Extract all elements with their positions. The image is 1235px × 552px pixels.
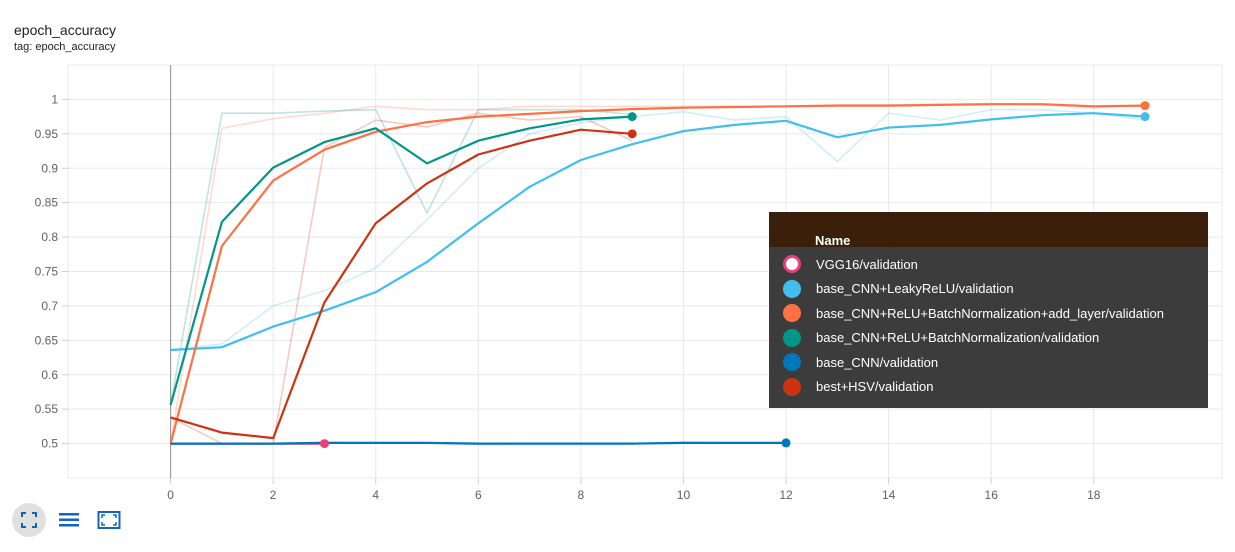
tooltip-row: VGG16/validation (783, 252, 918, 276)
series-end-point (781, 438, 791, 448)
x-tick-label: 6 (475, 488, 482, 500)
series-color-swatch (783, 304, 801, 322)
series-color-swatch (783, 328, 801, 347)
x-tick-label: 18 (1087, 488, 1101, 500)
toggle-log-button[interactable] (52, 503, 86, 537)
tooltip-series-name: base_CNN/validation (816, 354, 939, 370)
series-line (169, 115, 633, 406)
series-end-point (1140, 101, 1150, 111)
series-raw-line (169, 108, 633, 406)
tooltip-series-name: base_CNN+LeakyReLU/validation (816, 281, 1014, 296)
tooltip-row: base_CNN+LeakyReLU/validation (783, 277, 1014, 301)
series-color-swatch (783, 255, 801, 273)
chart-tag: tag: epoch_accuracy (14, 41, 116, 53)
toggle-log-icon (59, 513, 79, 527)
tooltip-row: base_CNN/validation (783, 350, 938, 374)
series-line (170, 112, 1146, 352)
x-tick-label: 8 (578, 488, 585, 500)
y-tick-label: 0.85 (35, 196, 59, 210)
series-end-point (627, 112, 637, 122)
x-tick-label: 10 (677, 488, 691, 500)
x-tick-label: 14 (882, 488, 896, 500)
series-color-swatch (783, 279, 801, 298)
y-tick-label: 0.75 (35, 265, 59, 279)
tooltip-series-name: base_CNN+ReLU+BatchNormalization/validat… (816, 330, 1100, 345)
x-tick-label: 2 (270, 488, 277, 500)
fit-domain-icon (21, 512, 37, 528)
y-tick-label: 0.5 (41, 437, 58, 451)
chart-toolbar (12, 503, 126, 537)
fullscreen-icon (97, 511, 121, 529)
tooltip-series-name: VGG16/validation (816, 256, 918, 272)
chart-title: epoch_accuracy (14, 22, 116, 38)
series-color-swatch (783, 377, 801, 396)
tooltip-header: Name (769, 212, 1208, 248)
y-tick-label: 0.6 (41, 368, 58, 382)
series-line (170, 128, 633, 440)
x-tick-label: 4 (372, 488, 379, 500)
series-end-point (1140, 112, 1150, 122)
y-tick-label: 0.8 (41, 230, 58, 244)
series-end-point (627, 129, 637, 139)
series-line (170, 441, 786, 445)
x-tick-label: 16 (985, 488, 999, 500)
series-line (169, 103, 1146, 444)
series-color-swatch (783, 353, 801, 371)
fullscreen-button[interactable] (92, 503, 126, 537)
tooltip-series-name: base_CNN+ReLU+BatchNormalization+add_lay… (816, 305, 1164, 321)
y-tick-label: 0.95 (35, 127, 59, 141)
tooltip-row: best+HSV/validation (783, 375, 933, 399)
y-tick-label: 0.9 (41, 161, 58, 175)
tooltip-series-name: best+HSV/validation (816, 379, 934, 394)
tooltip-row: base_CNN+ReLU+BatchNormalization+add_lay… (783, 301, 1164, 325)
tooltip-row: base_CNN+ReLU+BatchNormalization/validat… (783, 326, 1099, 350)
y-tick-label: 0.55 (35, 402, 59, 416)
y-tick-label: 0.65 (35, 333, 59, 347)
series-tooltip: Name VGG16/validation base_CNN+LeakyReLU/… (769, 212, 1208, 408)
y-tick-label: 0.7 (41, 299, 58, 313)
series-raw-line (170, 108, 1146, 351)
x-tick-label: 0 (167, 488, 174, 500)
tooltip-header-label: Name (815, 233, 851, 248)
y-tick-label: 1 (51, 92, 58, 106)
x-tick-label: 12 (779, 488, 793, 500)
fit-domain-button[interactable] (12, 503, 46, 537)
series-end-point (319, 439, 329, 449)
